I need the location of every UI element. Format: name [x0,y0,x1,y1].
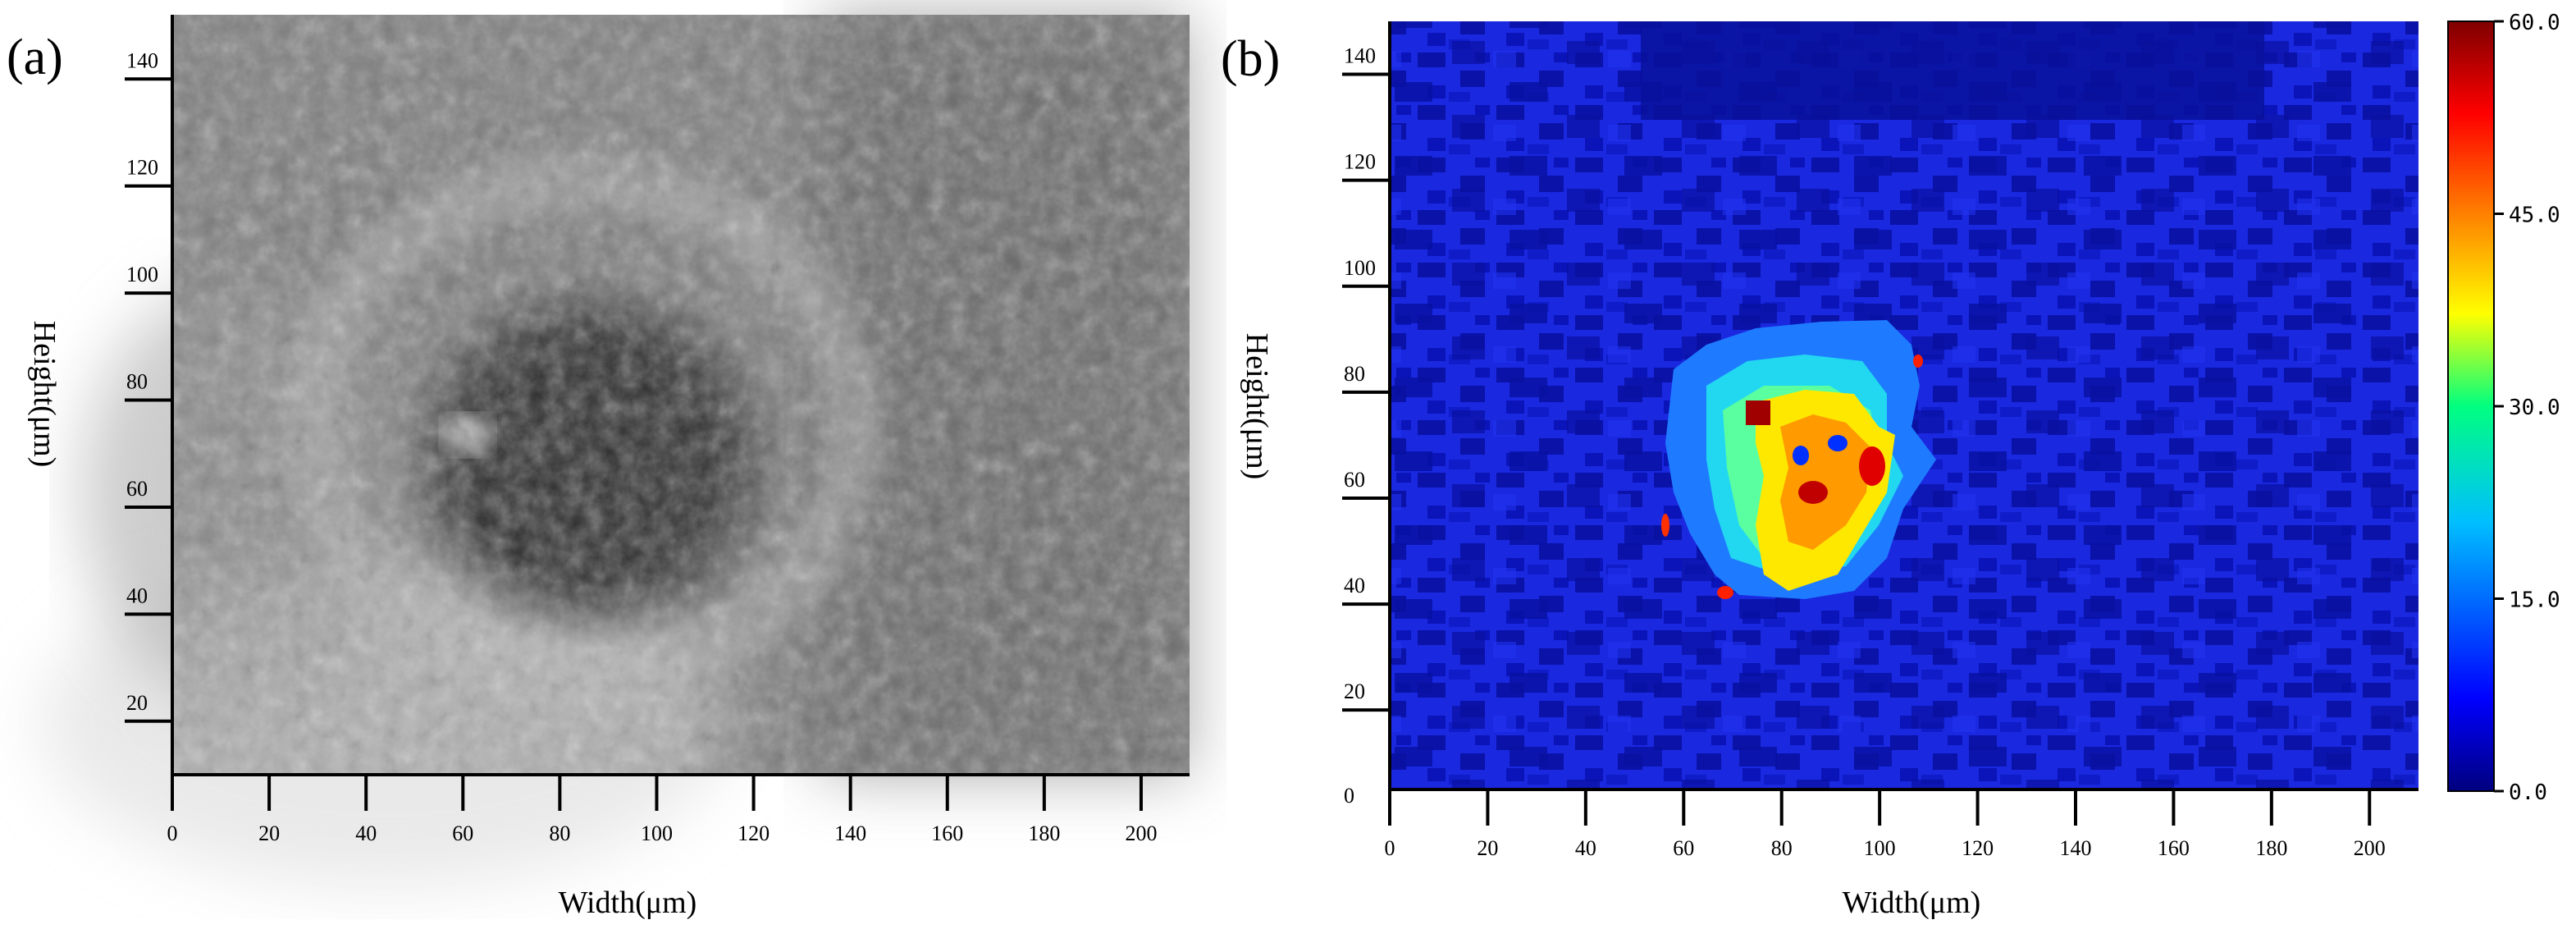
peak-spot [1828,435,1848,451]
y-tick-label: 80 [126,370,148,394]
panel-a-y-ticks: 20 40 60 80 100 120 140 [125,48,172,723]
peak-spot [1793,446,1809,465]
panel-a-image [41,15,1190,886]
peak-spot [1746,400,1770,425]
y-tick-label: 60 [126,477,148,501]
colorbar-tick-label: 0.0 [2509,780,2547,805]
colorbar-tick-label: 15.0 [2509,588,2560,613]
panel-b-label: (b) [1221,31,1280,87]
colorbar-tick-label: 30.0 [2509,396,2560,420]
x-tick-label: 0 [167,821,178,845]
peak-spot [1798,481,1828,504]
panel-a-xlabel: Width(μm) [559,886,697,920]
panel-b-x-ticks: 0 20 40 60 80 100 120 140 160 180 200 [1385,789,2386,860]
panel-b: (b) 0 20 40 60 80 100 120 140 160 180 2 [1221,11,2560,920]
x-tick-label: 180 [1028,821,1060,845]
peak-spot [1661,514,1669,537]
x-tick-label: 60 [452,821,473,845]
y-tick-label: 120 [126,156,158,180]
y-tick-label: 0 [1344,784,1354,808]
x-tick-label: 160 [931,821,963,845]
x-tick-label: 0 [1385,836,1395,860]
panel-b-y-ticks: 0 20 40 60 80 100 120 140 [1342,44,1390,808]
peak-spot [1859,446,1885,486]
x-tick-label: 180 [2255,836,2287,860]
x-tick-label: 80 [1771,836,1793,860]
x-tick-label: 20 [1477,836,1498,860]
y-tick-label: 100 [126,263,158,286]
y-tick-label: 120 [1344,150,1376,174]
x-tick-label: 100 [1864,836,1896,860]
panel-b-heatmap [1390,21,2418,789]
panel-a-ylabel: Height(μm) [27,321,62,468]
y-tick-label: 80 [1344,362,1365,386]
panel-a-label: (a) [7,30,63,85]
colorbar-tick-label: 60.0 [2509,11,2560,35]
panel-a: (a) 0 20 40 60 80 100 120 140 160 180 200 20 40 60 80… [7,15,1190,920]
peak-spot [1717,586,1733,599]
x-tick-label: 160 [2158,836,2190,860]
x-tick-label: 120 [738,821,770,845]
y-tick-label: 100 [1344,256,1376,280]
panel-a-x-ticks: 0 20 40 60 80 100 120 140 160 180 200 [167,775,1157,845]
colorbar: 60.0 45.0 30.0 15.0 0.0 [2447,11,2560,805]
y-tick-label: 140 [1344,44,1376,68]
colorbar-tick-label: 45.0 [2509,204,2560,228]
panel-b-xlabel: Width(μm) [1843,886,1981,920]
x-tick-label: 200 [2354,836,2386,860]
x-tick-label: 140 [834,821,866,845]
colorbar-gradient [2447,21,2495,792]
peak-spot [1913,355,1923,368]
x-tick-label: 100 [641,821,673,845]
x-tick-label: 140 [2060,836,2092,860]
y-tick-label: 20 [126,691,148,715]
y-tick-label: 140 [126,48,158,72]
x-tick-label: 40 [1575,836,1596,860]
y-tick-label: 60 [1344,468,1365,492]
y-tick-label: 40 [1344,574,1365,597]
panel-b-ylabel: Height(μm) [1240,333,1274,480]
x-tick-label: 80 [549,821,570,845]
y-tick-label: 40 [126,583,148,607]
x-tick-label: 120 [1962,836,1994,860]
x-tick-label: 60 [1673,836,1694,860]
y-tick-label: 20 [1344,680,1365,703]
x-tick-label: 20 [258,821,280,845]
x-tick-label: 40 [355,821,377,845]
x-tick-label: 200 [1125,821,1157,845]
colorbar-ticks: 60.0 45.0 30.0 15.0 0.0 [2494,11,2560,805]
